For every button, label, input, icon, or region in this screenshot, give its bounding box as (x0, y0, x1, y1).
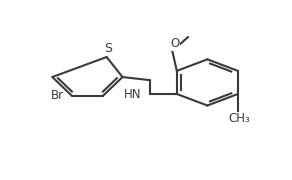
Text: Br: Br (51, 89, 64, 102)
Text: HN: HN (124, 88, 141, 101)
Text: S: S (104, 42, 112, 55)
Text: O: O (170, 37, 179, 50)
Text: CH₃: CH₃ (228, 112, 250, 125)
